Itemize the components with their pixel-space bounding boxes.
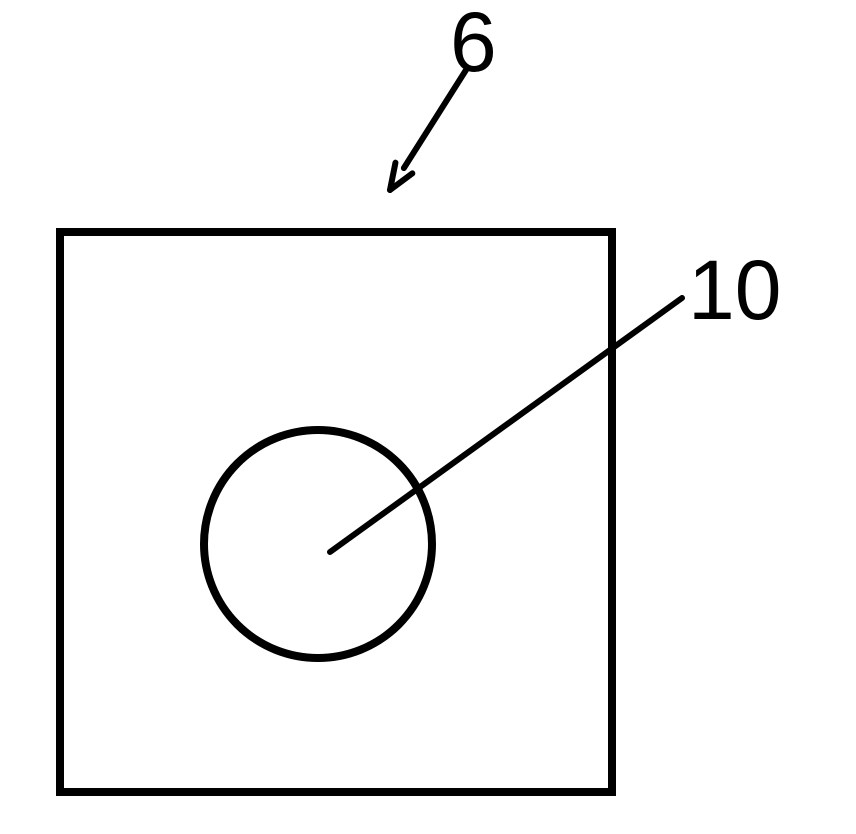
label-circle: 10 xyxy=(688,242,781,339)
leader-line-circle xyxy=(330,298,682,552)
label-square: 6 xyxy=(450,0,497,91)
circle-outline xyxy=(204,430,432,658)
square-outline xyxy=(60,232,612,792)
diagram-stage: 6 10 xyxy=(0,0,856,834)
diagram-svg xyxy=(0,0,856,834)
